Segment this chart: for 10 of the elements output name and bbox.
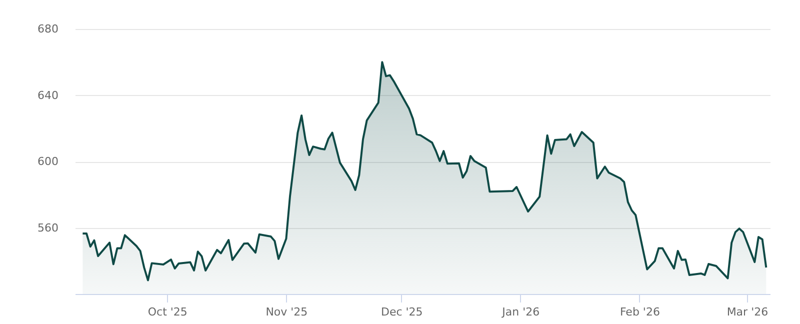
x-tick-label: Dec '25 — [380, 306, 423, 318]
x-tick-label: Oct '25 — [148, 306, 188, 318]
y-tick-label: 640 — [38, 88, 58, 102]
x-tick-label: Mar '26 — [726, 306, 768, 318]
y-tick-label: 600 — [38, 155, 58, 168]
x-tick-label: Jan '26 — [501, 306, 540, 318]
x-tick-label: Feb '26 — [620, 306, 660, 318]
y-tick-label: 680 — [38, 22, 58, 36]
y-tick-label: 560 — [38, 221, 58, 234]
x-tick-label: Nov '25 — [266, 306, 308, 318]
